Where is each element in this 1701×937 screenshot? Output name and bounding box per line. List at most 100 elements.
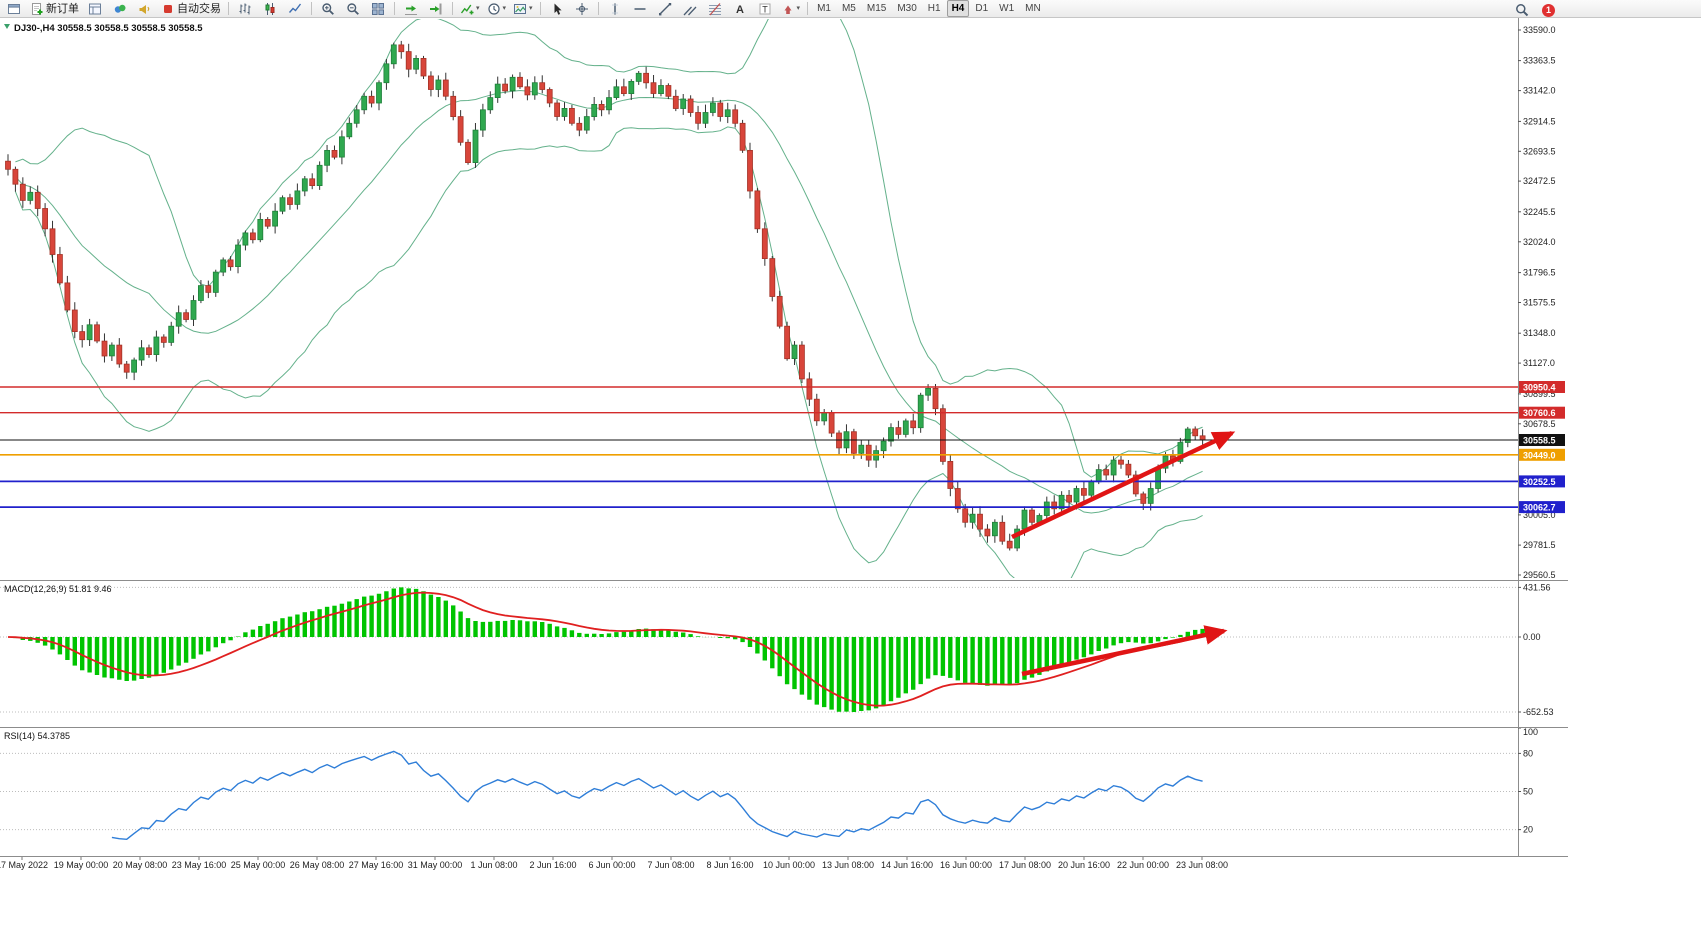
megaphone-icon xyxy=(138,2,152,16)
price-axis-label: 33142.0 xyxy=(1523,86,1556,96)
chart-shift-button[interactable] xyxy=(424,0,448,18)
timeframe-m15-button[interactable]: M15 xyxy=(866,3,887,14)
horizontal-line-button[interactable] xyxy=(628,0,652,18)
price-tag: 30950.4 xyxy=(1519,381,1565,393)
autotrade-button-label: 自动交易 xyxy=(177,2,221,15)
chevron-down-icon: ▾ xyxy=(476,4,480,12)
time-axis-label: 23 Jun 08:00 xyxy=(1176,860,1228,870)
trend-arrow-macd[interactable] xyxy=(1021,625,1228,677)
panel-icon xyxy=(88,2,102,16)
periods-button[interactable]: ▾ xyxy=(484,0,510,18)
time-axis-label: 6 Jun 00:00 xyxy=(588,860,635,870)
text-label-button[interactable]: T xyxy=(753,0,777,18)
trendline-icon xyxy=(658,2,672,16)
vline-icon xyxy=(608,2,622,16)
channel-button[interactable] xyxy=(678,0,702,18)
chevron-down-icon: ▾ xyxy=(529,4,533,12)
docplus-icon xyxy=(30,2,44,16)
arrows-button[interactable]: ▾ xyxy=(778,0,804,18)
candlestick-type-button[interactable] xyxy=(258,0,282,18)
time-axis-label: 1 Jun 08:00 xyxy=(470,860,517,870)
time-axis-label: 31 May 00:00 xyxy=(408,860,463,870)
timeframe-mn-button[interactable]: MN xyxy=(1025,3,1041,14)
rsi-panel: 100 80 50 20 RSI(14) 54.3785 xyxy=(0,727,1538,841)
charts-list-button[interactable] xyxy=(83,0,107,18)
cursor-icon xyxy=(550,2,564,16)
cursor-button[interactable] xyxy=(545,0,569,18)
time-axis-label: 22 Jun 00:00 xyxy=(1117,860,1169,870)
crosshair-button[interactable] xyxy=(570,0,594,18)
macd-axis-label: -652.53 xyxy=(1523,707,1554,717)
timeframe-m1-button[interactable]: M1 xyxy=(817,3,831,14)
templates-button[interactable]: ▾ xyxy=(510,0,536,18)
price-tag: 30062.7 xyxy=(1519,501,1565,514)
notification-badge[interactable]: 1 xyxy=(1542,3,1555,17)
vertical-line-button[interactable] xyxy=(603,0,627,18)
zoom-out-button[interactable] xyxy=(341,0,365,18)
time-axis-label: 2 Jun 16:00 xyxy=(529,860,576,870)
indicators-button[interactable]: ▾ xyxy=(457,0,483,18)
price-axis-label: 31348.0 xyxy=(1523,328,1556,338)
alerts-button[interactable] xyxy=(133,0,157,18)
chart-window-button[interactable] xyxy=(2,0,26,18)
price-axis[interactable]: 33590.0 33363.5 33142.0 32914.5 32693.5 32472… xyxy=(1518,18,1565,856)
price-axis-label: 30005.0 xyxy=(1523,510,1556,520)
new-order-button[interactable]: 新订单 xyxy=(27,0,82,18)
channel-icon xyxy=(683,2,697,16)
toolbar-separator xyxy=(311,2,312,15)
bar-chart-type-button[interactable] xyxy=(233,0,257,18)
rsi-axis-label: 20 xyxy=(1523,825,1533,835)
trend-arrow-main[interactable] xyxy=(1011,430,1236,540)
autoscroll-icon xyxy=(404,2,418,16)
trendline-button[interactable] xyxy=(653,0,677,18)
horizontal-level-lines xyxy=(0,386,1518,509)
timeframe-h1-button[interactable]: H1 xyxy=(927,3,941,14)
toolbar-separator xyxy=(597,2,599,15)
timeframe-m5-button[interactable]: M5 xyxy=(841,3,856,14)
timeframe-w1-button[interactable]: W1 xyxy=(999,3,1015,14)
panel-separators[interactable] xyxy=(0,580,1568,857)
price-axis-label: 32472.5 xyxy=(1523,176,1556,186)
macd-axis-label: 0.00 xyxy=(1523,632,1541,642)
macd-axis-label: 431.56 xyxy=(1523,582,1551,592)
time-axis[interactable]: 17 May 2022 19 May 00:00 20 May 08:00 23 Ma… xyxy=(0,857,1228,870)
stopred-icon xyxy=(161,2,175,16)
candles-icon xyxy=(263,2,277,16)
svg-text:A: A xyxy=(736,4,744,16)
rsi-axis-label: 50 xyxy=(1523,787,1533,797)
price-axis-label: 32693.5 xyxy=(1523,146,1556,156)
price-axis-label: 30678.5 xyxy=(1523,419,1556,429)
macd-histogram xyxy=(13,587,1205,712)
fibonacci-button[interactable] xyxy=(703,0,727,18)
search-button[interactable] xyxy=(1510,1,1534,19)
price-axis-label: 31127.0 xyxy=(1523,358,1555,368)
svg-text:30558.5: 30558.5 xyxy=(1523,436,1556,446)
zoomin-icon xyxy=(321,2,335,16)
timeframe-d1-button[interactable]: D1 xyxy=(975,3,989,14)
text-button[interactable]: A xyxy=(728,0,752,18)
timeframe-h4-button[interactable]: H4 xyxy=(946,0,970,17)
time-axis-label: 17 Jun 08:00 xyxy=(999,860,1051,870)
tile-windows-button[interactable] xyxy=(366,0,390,18)
line-chart-type-button[interactable] xyxy=(283,0,307,18)
price-axis-label: 32024.0 xyxy=(1523,237,1556,247)
macd-indicator-label: MACD(12,26,9) 51.81 9.46 xyxy=(4,584,112,594)
expert-advisors-button[interactable] xyxy=(108,0,132,18)
toolbar-separator xyxy=(394,2,395,15)
auto-scroll-button[interactable] xyxy=(399,0,423,18)
price-axis-label: 29560.5 xyxy=(1523,570,1556,580)
crosshair-icon xyxy=(575,2,589,16)
price-axis-label: 31796.5 xyxy=(1523,268,1556,278)
price-axis-label: 32245.5 xyxy=(1523,207,1556,217)
indicators-icon xyxy=(460,2,474,16)
time-axis-label: 13 Jun 08:00 xyxy=(822,860,874,870)
candlestick-series xyxy=(5,40,1206,552)
time-axis-label: 26 May 08:00 xyxy=(290,860,345,870)
zoom-in-button[interactable] xyxy=(316,0,340,18)
autotrade-button[interactable]: 自动交易 xyxy=(158,0,224,18)
price-tag: 30252.5 xyxy=(1519,475,1565,488)
timeframe-m30-button[interactable]: M30 xyxy=(897,3,917,14)
time-axis-label: 8 Jun 16:00 xyxy=(706,860,753,870)
textT-icon: T xyxy=(758,2,772,16)
